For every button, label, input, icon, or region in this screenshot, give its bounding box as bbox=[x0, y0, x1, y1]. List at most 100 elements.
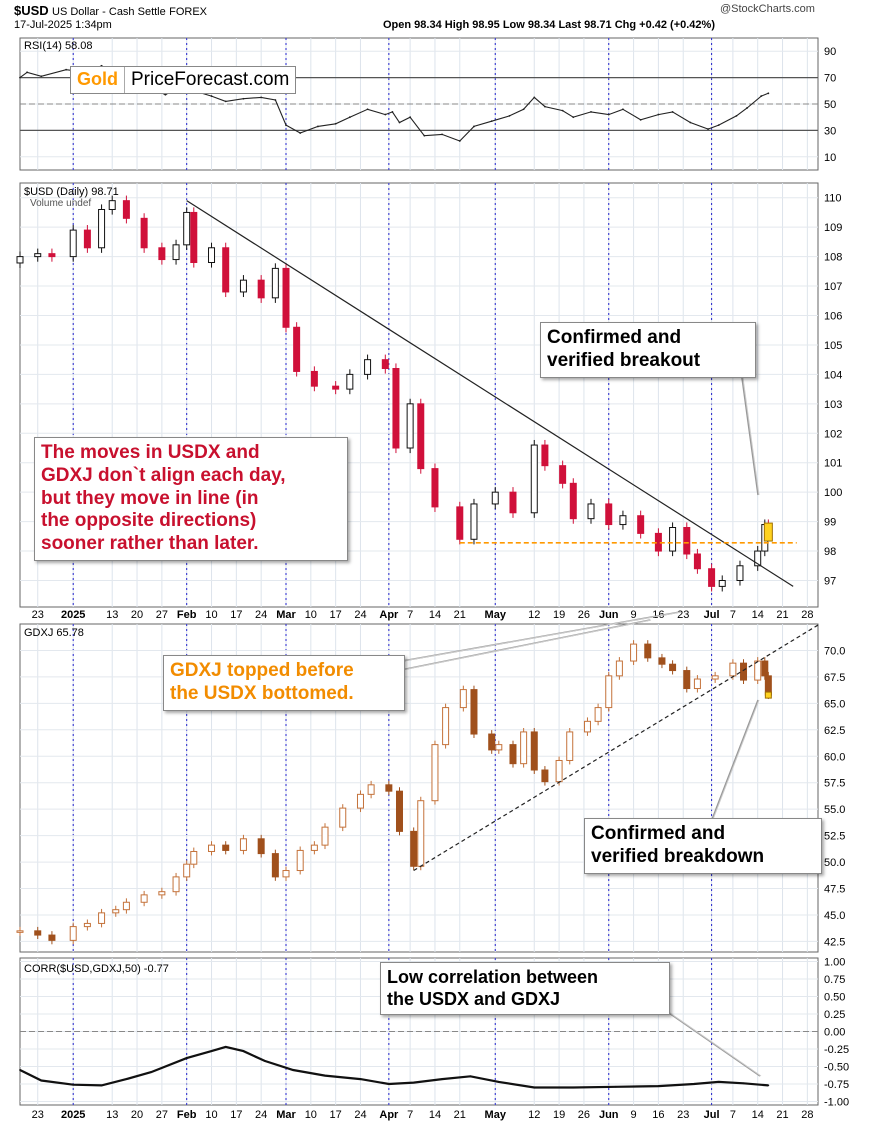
usd-candle bbox=[736, 565, 744, 581]
x-tick-label: Jun bbox=[599, 609, 619, 621]
rsi-line-point bbox=[561, 109, 564, 112]
usd-y-tick: 97 bbox=[824, 576, 836, 588]
gdxj-y-tick: 62.5 bbox=[824, 725, 845, 737]
x-tick-label: 24 bbox=[255, 609, 267, 621]
corr-y-tick: 0.75 bbox=[824, 974, 845, 986]
gdxj-candle bbox=[459, 689, 467, 709]
usd-candle bbox=[34, 253, 42, 258]
x-tick-label: 21 bbox=[454, 609, 466, 621]
rsi-line-point bbox=[224, 100, 227, 103]
usd-candle bbox=[637, 515, 645, 534]
usd-candle bbox=[293, 326, 301, 372]
gdxj-candle bbox=[431, 744, 439, 802]
gdxj-candle bbox=[239, 838, 247, 851]
corr-line-point bbox=[210, 1050, 213, 1052]
x-tick-label: Jul bbox=[704, 609, 720, 621]
usd-candle bbox=[718, 580, 726, 587]
x-tick-label: Mar bbox=[276, 1109, 296, 1121]
x-tick-label: 10 bbox=[205, 1109, 217, 1121]
corr-line-point bbox=[572, 1086, 575, 1089]
x-tick-label: 17 bbox=[230, 1109, 242, 1121]
usd-candle bbox=[48, 253, 56, 258]
gdxj-candle bbox=[356, 793, 364, 809]
breakout-pointer bbox=[741, 377, 759, 496]
usd-candle bbox=[158, 247, 166, 261]
chart-date: 17-Jul-2025 1:34pm bbox=[14, 19, 112, 31]
corr-line-point bbox=[100, 1084, 103, 1087]
x-tick-label: 23 bbox=[677, 609, 689, 621]
gdxj-y-tick: 52.5 bbox=[824, 831, 845, 843]
gdxj-candle bbox=[98, 912, 106, 924]
rsi-line-point bbox=[26, 71, 28, 74]
x-tick-label: 7 bbox=[407, 1109, 413, 1121]
usd-candle bbox=[417, 403, 425, 470]
usd-candle bbox=[183, 211, 191, 246]
breakdown-pointer-shadow bbox=[711, 699, 760, 823]
x-tick-label: 2025 bbox=[61, 609, 85, 621]
gdxj-candle bbox=[140, 894, 148, 903]
rsi-line-point bbox=[760, 95, 763, 97]
gdxj-candle bbox=[48, 934, 56, 941]
rsi-line-point bbox=[572, 116, 575, 119]
x-tick-label: 27 bbox=[156, 1109, 168, 1121]
x-tick-label: 28 bbox=[801, 609, 813, 621]
gdxj-title: GDXJ 65.78 bbox=[24, 627, 84, 639]
rsi-line-point bbox=[398, 121, 401, 124]
x-tick-label: 9 bbox=[631, 609, 637, 621]
x-tick-label: 7 bbox=[730, 1109, 736, 1121]
corr-line-point bbox=[614, 1085, 617, 1088]
gdxj-y-tick: 55.0 bbox=[824, 804, 845, 816]
rsi-line-point bbox=[458, 140, 461, 142]
rsi-y-tick: 90 bbox=[824, 46, 836, 58]
rsi-line-point bbox=[522, 108, 525, 111]
gdxj-y-tick: 65.0 bbox=[824, 698, 845, 710]
gdxj-candle bbox=[509, 744, 517, 765]
usd-candle bbox=[693, 553, 701, 570]
usd-y-tick: 100 bbox=[824, 487, 842, 499]
gdxj-candle bbox=[190, 850, 198, 865]
rsi-line-point bbox=[285, 124, 287, 127]
x-tick-label: 21 bbox=[776, 609, 788, 621]
usd-y-tick: 110 bbox=[824, 193, 842, 205]
gdxj-candle bbox=[321, 826, 329, 846]
x-tick-label: 23 bbox=[32, 609, 44, 621]
panel-frame-1 bbox=[19, 182, 819, 608]
x-tick-label: 24 bbox=[354, 1109, 366, 1121]
x-tick-label: 19 bbox=[553, 609, 565, 621]
rsi-line-point bbox=[274, 99, 277, 101]
x-tick-label: 2025 bbox=[61, 1109, 85, 1121]
gdxj-candle bbox=[296, 849, 304, 872]
usd-downtrend-line bbox=[186, 200, 794, 587]
usd-candle bbox=[108, 200, 116, 211]
corr-line-point bbox=[441, 1078, 443, 1080]
corr-y-tick: 0.50 bbox=[824, 992, 845, 1004]
usd-title: $USD (Daily) 98.71 bbox=[24, 186, 119, 198]
usd-candle bbox=[619, 515, 627, 526]
gdxj-y-tick: 45.0 bbox=[824, 910, 845, 922]
rsi-line-point bbox=[210, 95, 213, 97]
gdxj-candle bbox=[271, 853, 279, 878]
watermark: @StockCharts.com bbox=[720, 3, 815, 15]
gdxj-candle bbox=[310, 844, 318, 851]
usd-y-tick: 102 bbox=[824, 428, 842, 440]
corr-line-point bbox=[40, 1079, 43, 1082]
gold-priceforecast-logo: Gold PriceForecast.com bbox=[70, 66, 297, 94]
gdxj-candle bbox=[644, 643, 652, 659]
gdxj-candle bbox=[711, 675, 719, 680]
gdxj-candle bbox=[222, 844, 230, 851]
gdxj-y-tick: 70.0 bbox=[824, 645, 845, 657]
gdxj-last-close bbox=[764, 691, 772, 699]
gdxj-candle bbox=[530, 731, 538, 771]
usd-candle bbox=[541, 444, 549, 467]
gdxj-candle bbox=[69, 926, 77, 941]
usd-candle bbox=[83, 229, 91, 249]
gdxj-candle bbox=[520, 731, 528, 765]
rsi-line-point bbox=[544, 105, 546, 108]
x-tick-label: 26 bbox=[578, 1109, 590, 1121]
usd-candle bbox=[222, 247, 230, 293]
usd-candle bbox=[381, 359, 389, 369]
corr-y-tick: -0.25 bbox=[824, 1044, 849, 1056]
x-tick-label: 7 bbox=[730, 609, 736, 621]
rsi-line-point bbox=[746, 107, 748, 109]
